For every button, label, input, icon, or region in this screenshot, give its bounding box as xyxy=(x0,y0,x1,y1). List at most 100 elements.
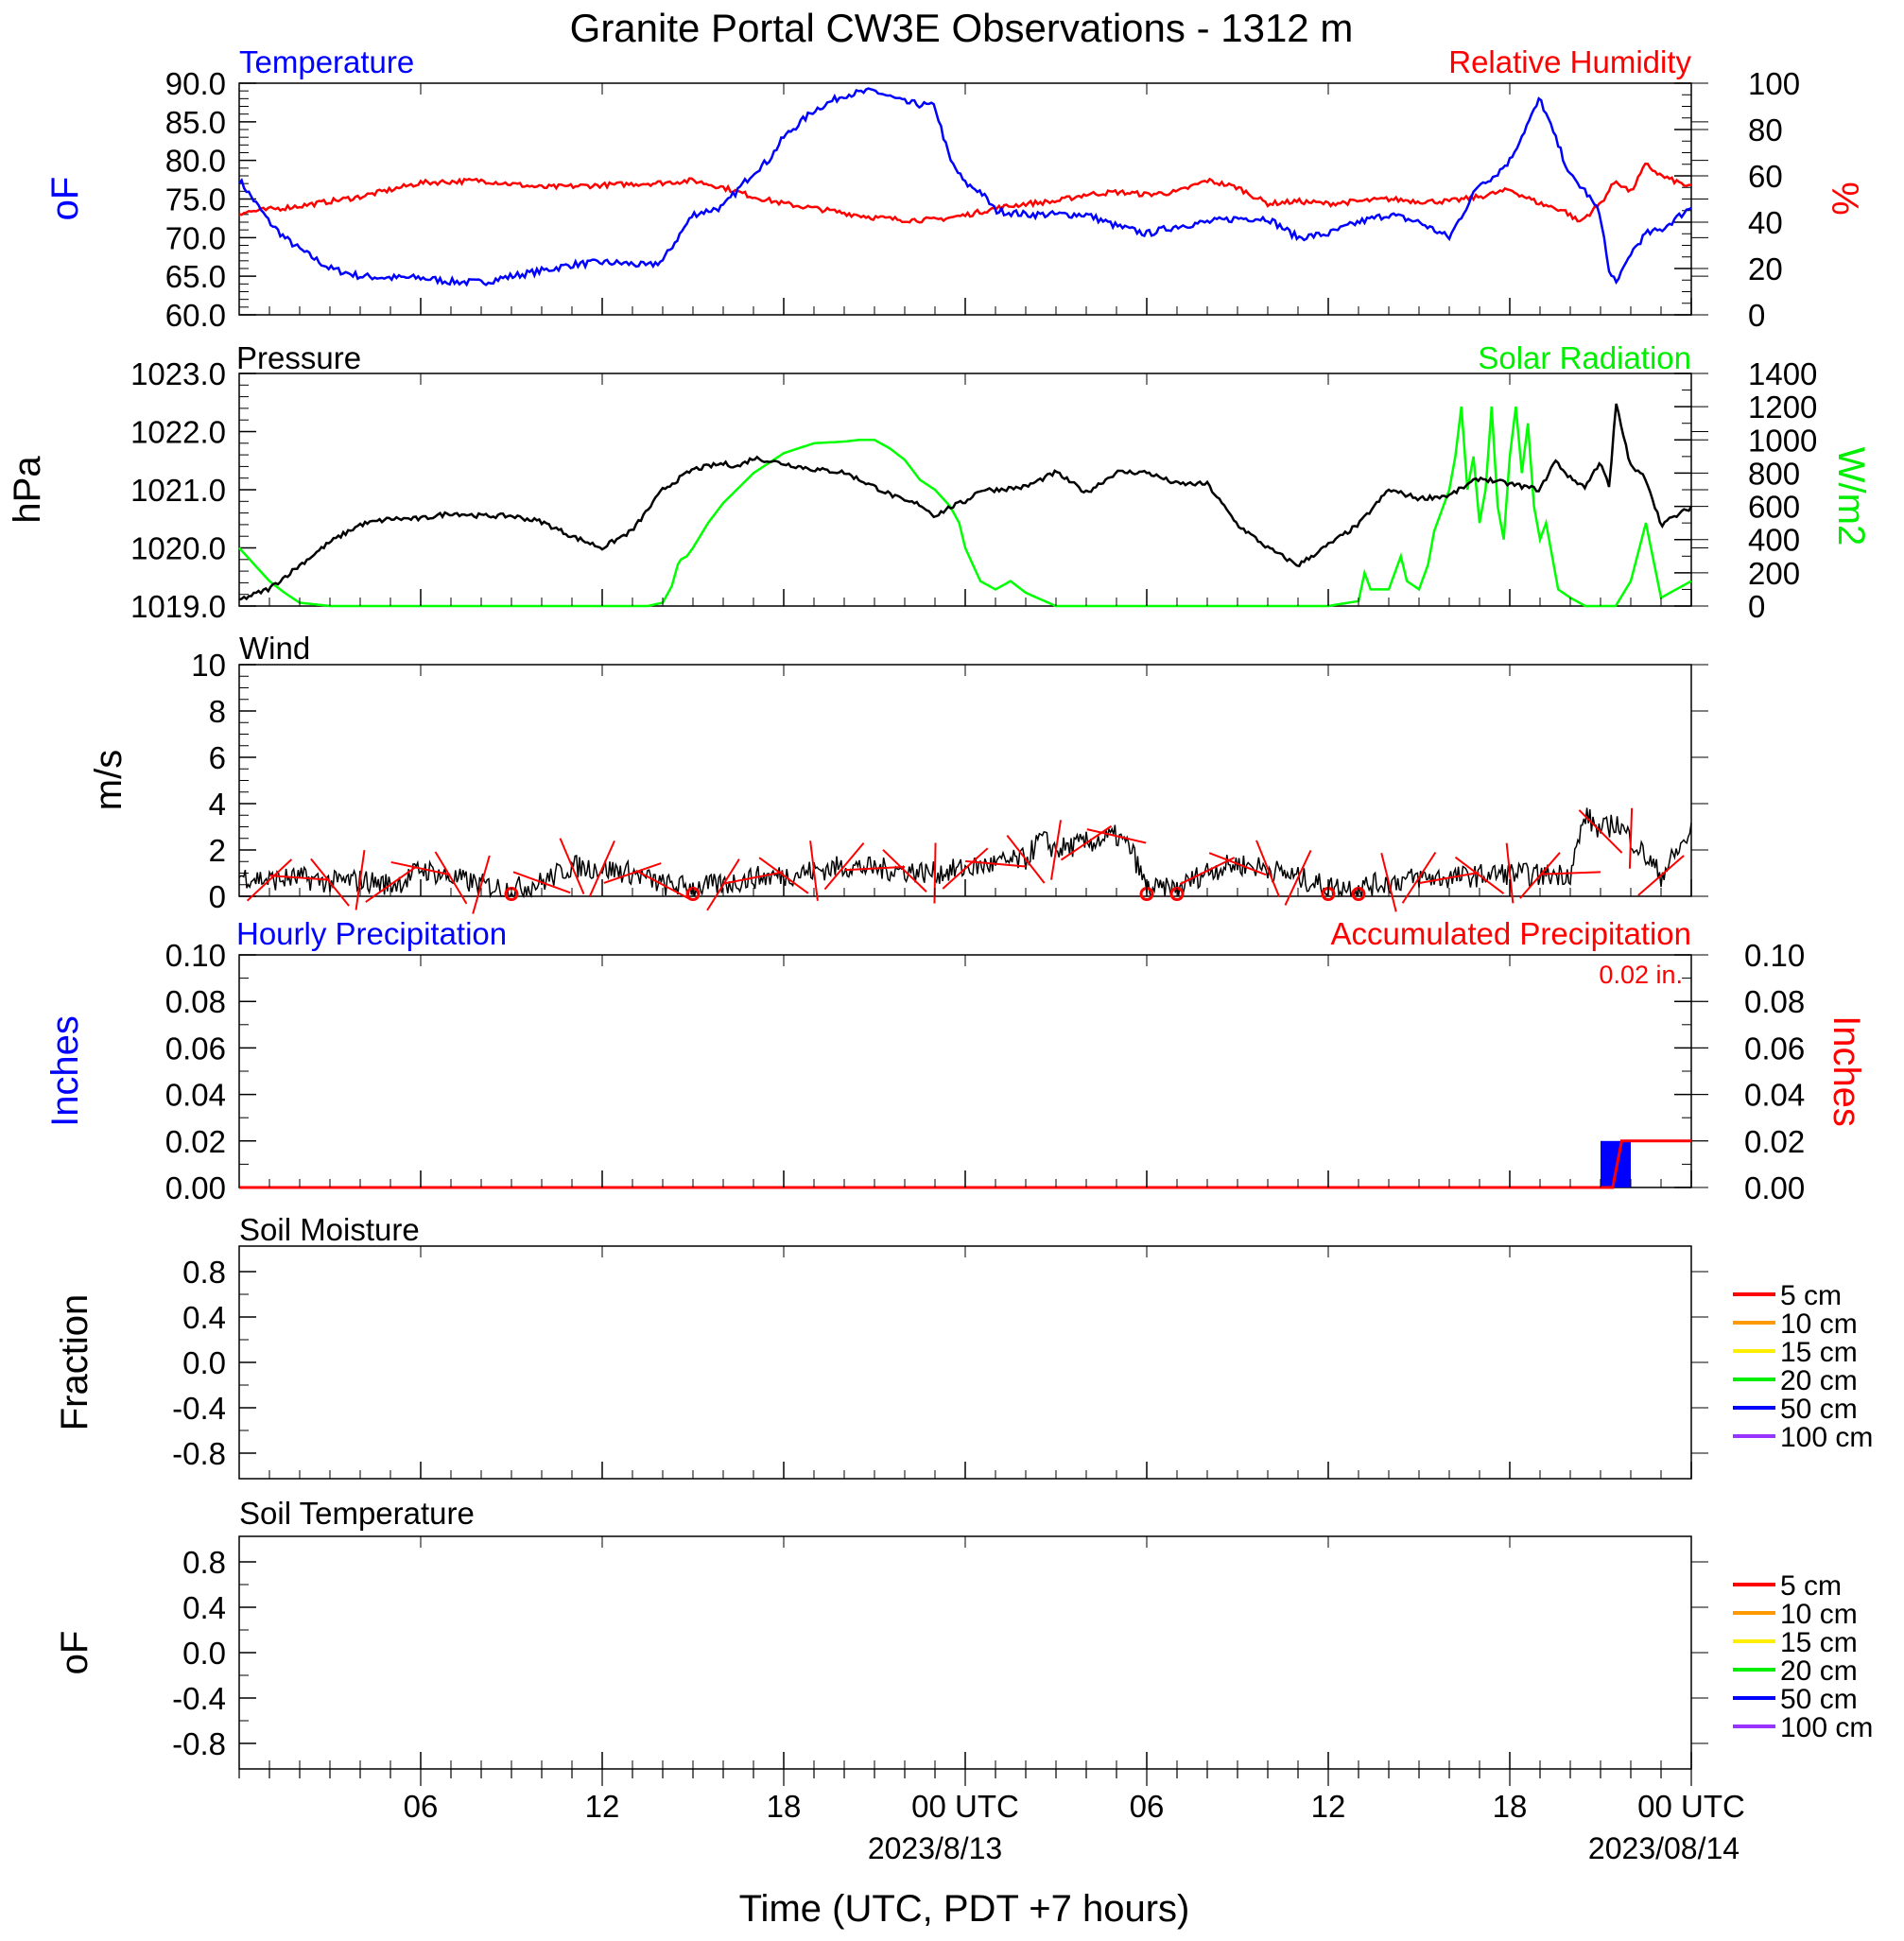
figure-title: Granite Portal CW3E Observations - 1312 … xyxy=(570,6,1354,50)
wind-barb xyxy=(758,857,809,894)
wind-barb xyxy=(1006,834,1046,884)
humidity-axis-ticks: 100 80 60 40 20 0 xyxy=(1674,66,1800,333)
wind-barb xyxy=(1060,824,1113,861)
wind-barb xyxy=(269,875,330,881)
legend-label: 15 cm xyxy=(1780,1627,1858,1658)
wind-barb xyxy=(1539,871,1601,875)
x-tick-label: 18 xyxy=(1493,1789,1528,1824)
precipitation-panel: Hourly Precipitation Accumulated Precipi… xyxy=(44,916,1867,1205)
hourly-precip-bars xyxy=(1601,1140,1631,1187)
wind-barb xyxy=(1505,842,1515,904)
wind-barb xyxy=(1578,809,1623,854)
axis-tick-label: 1023.0 xyxy=(130,356,226,391)
soil-moisture-unit: Fraction xyxy=(54,1294,95,1431)
wind-barb xyxy=(706,858,740,911)
panel-frame xyxy=(238,1245,1692,1480)
axis-tick-label: 0.0 xyxy=(182,1636,226,1671)
wind-barb xyxy=(246,858,293,902)
axis-tick-label: 0.02 xyxy=(1744,1124,1805,1159)
wind-barb xyxy=(942,847,989,890)
panel-frame xyxy=(238,664,1692,897)
axis-tick-label: 1020.0 xyxy=(130,531,226,566)
panel-frame xyxy=(238,1535,1692,1770)
wind-barb xyxy=(434,851,468,905)
axis-tick-label: 0.4 xyxy=(182,1300,226,1335)
precip-right-axis-ticks: 0.10 0.08 0.06 0.04 0.02 0.00 xyxy=(1674,938,1805,1205)
wind-barb xyxy=(1637,855,1685,896)
x-tick-label: 18 xyxy=(767,1789,802,1824)
axis-tick-label: 0 xyxy=(1748,298,1765,333)
wind-barb xyxy=(1179,857,1236,885)
axis-tick-label: 60 xyxy=(1748,159,1783,194)
legend-label: 20 cm xyxy=(1780,1365,1858,1396)
legend-label: 10 cm xyxy=(1780,1308,1858,1340)
axis-tick-label: 0.8 xyxy=(182,1255,226,1290)
wind-panel: Wind m/s 10 8 6 4 2 0 xyxy=(88,631,1708,914)
solar-unit: W/m2 xyxy=(1830,447,1872,546)
wind-barb xyxy=(1628,807,1634,869)
wind-barb xyxy=(512,871,571,894)
wind-barb xyxy=(1519,852,1561,899)
axis-tick-label: 65.0 xyxy=(165,259,226,294)
legend-label: 100 cm xyxy=(1780,1422,1873,1453)
axis-tick-label: -0.8 xyxy=(172,1726,226,1761)
wind-barb xyxy=(559,838,585,894)
legend-label: 50 cm xyxy=(1780,1684,1858,1715)
axis-tick-label: 200 xyxy=(1748,556,1800,591)
wind-barb xyxy=(882,849,927,893)
wind-barb xyxy=(1208,852,1267,876)
axis-tick-label: 100 xyxy=(1748,66,1800,101)
axis-tick-label: 20 xyxy=(1748,251,1783,286)
wind-barb xyxy=(603,862,662,884)
accum-precip-unit: Inches xyxy=(1826,1015,1867,1127)
pressure-axis-ticks: 1023.0 1022.0 1021.0 1020.0 1019.0 xyxy=(130,356,1708,624)
wind-barb xyxy=(1284,849,1312,906)
axis-tick-label: 0.10 xyxy=(165,938,226,973)
axis-tick-label: 1022.0 xyxy=(130,415,226,450)
axis-tick-label: 0.04 xyxy=(165,1078,226,1113)
soil-moisture-axis-ticks: 0.8 0.4 0.0 -0.4 -0.8 xyxy=(172,1255,1708,1471)
axis-tick-label: 0.0 xyxy=(182,1345,226,1380)
accum-precip-title: Accumulated Precipitation xyxy=(1330,916,1691,951)
wind-barb xyxy=(472,855,491,914)
wind-barb xyxy=(635,869,690,900)
date-label-aug14: 2023/08/14 xyxy=(1588,1831,1740,1865)
axis-tick-label: 0.00 xyxy=(165,1170,226,1205)
axis-tick-label: 0.04 xyxy=(1744,1078,1805,1113)
axis-tick-label: -0.8 xyxy=(172,1436,226,1471)
axis-tick-label: 0.06 xyxy=(1744,1031,1805,1066)
axis-tick-label: 0 xyxy=(209,879,226,914)
wind-barb xyxy=(1255,840,1280,897)
axis-tick-label: 8 xyxy=(209,694,226,729)
wind-barb xyxy=(809,841,819,901)
wind-barb xyxy=(589,840,615,897)
x-tick-label: 00 UTC xyxy=(911,1789,1019,1824)
hourly-precip-title: Hourly Precipitation xyxy=(236,916,507,951)
wind-barb xyxy=(1086,828,1147,844)
wind-axis-ticks: 10 8 6 4 2 0 xyxy=(191,648,1708,914)
axis-tick-label: 0 xyxy=(1748,589,1765,624)
axis-tick-label: 60.0 xyxy=(165,298,226,333)
legend-label: 5 cm xyxy=(1780,1280,1842,1311)
date-label-aug13: 2023/8/13 xyxy=(868,1831,1002,1865)
x-tick-label: 06 xyxy=(1130,1789,1165,1824)
panel-frame xyxy=(238,954,1692,1188)
axis-tick-label: 1000 xyxy=(1748,423,1817,458)
wind-barb xyxy=(310,858,350,907)
axis-tick-label: 1021.0 xyxy=(130,473,226,508)
legend-label: 100 cm xyxy=(1780,1712,1873,1743)
axis-tick-label: 10 xyxy=(191,648,226,683)
humidity-series-line xyxy=(238,162,1691,224)
axis-tick-label: 0.08 xyxy=(165,984,226,1019)
wind-barb xyxy=(1401,852,1437,904)
wind-unit: m/s xyxy=(88,750,130,810)
wind-barb xyxy=(390,860,451,876)
axis-tick-label: 600 xyxy=(1748,490,1800,525)
x-axis-label: Time (UTC, PDT +7 hours) xyxy=(739,1888,1190,1930)
wind-barb xyxy=(1454,856,1505,895)
legend-label: 20 cm xyxy=(1780,1655,1858,1687)
axis-tick-label: 40 xyxy=(1748,205,1783,240)
temperature-unit: oF xyxy=(44,177,86,221)
axis-tick-label: 1019.0 xyxy=(130,589,226,624)
wind-barb xyxy=(1380,853,1397,912)
